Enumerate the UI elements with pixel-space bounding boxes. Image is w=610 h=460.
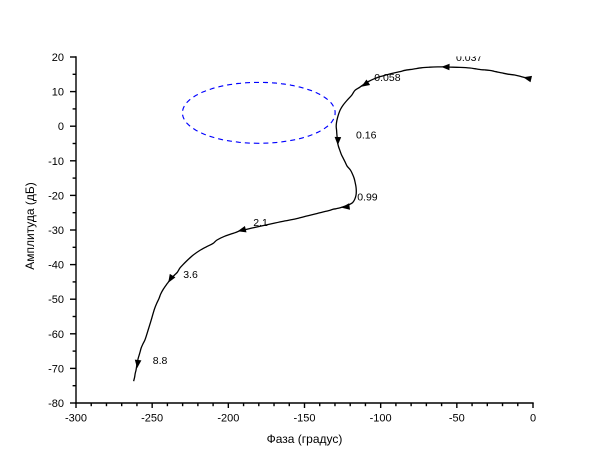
- svg-text:Амплитуда (дБ): Амплитуда (дБ): [23, 182, 37, 270]
- svg-text:-30: -30: [48, 225, 64, 237]
- svg-text:0.058: 0.058: [374, 72, 400, 84]
- svg-text:-10: -10: [48, 156, 64, 168]
- svg-text:0: 0: [530, 413, 536, 425]
- svg-text:0.99: 0.99: [357, 192, 378, 204]
- svg-text:-50: -50: [48, 294, 64, 306]
- svg-text:-40: -40: [48, 260, 64, 272]
- svg-text:20: 20: [52, 52, 64, 64]
- svg-text:0.16: 0.16: [356, 130, 377, 142]
- svg-text:2.1: 2.1: [253, 217, 268, 229]
- svg-text:-150: -150: [293, 413, 315, 425]
- svg-text:0.037: 0.037: [456, 52, 482, 64]
- svg-text:-250: -250: [141, 413, 163, 425]
- svg-text:-100: -100: [370, 413, 392, 425]
- svg-text:Фаза (градус): Фаза (градус): [267, 432, 343, 446]
- svg-text:-300: -300: [65, 413, 87, 425]
- svg-text:-200: -200: [217, 413, 239, 425]
- svg-text:8.8: 8.8: [153, 355, 168, 367]
- svg-text:-80: -80: [48, 398, 64, 410]
- svg-text:-20: -20: [48, 190, 64, 202]
- svg-text:-60: -60: [48, 329, 64, 341]
- svg-text:-50: -50: [449, 413, 465, 425]
- svg-text:0: 0: [58, 121, 64, 133]
- svg-text:10: 10: [52, 87, 64, 99]
- svg-text:3.6: 3.6: [183, 269, 198, 281]
- svg-text:-70: -70: [48, 363, 64, 375]
